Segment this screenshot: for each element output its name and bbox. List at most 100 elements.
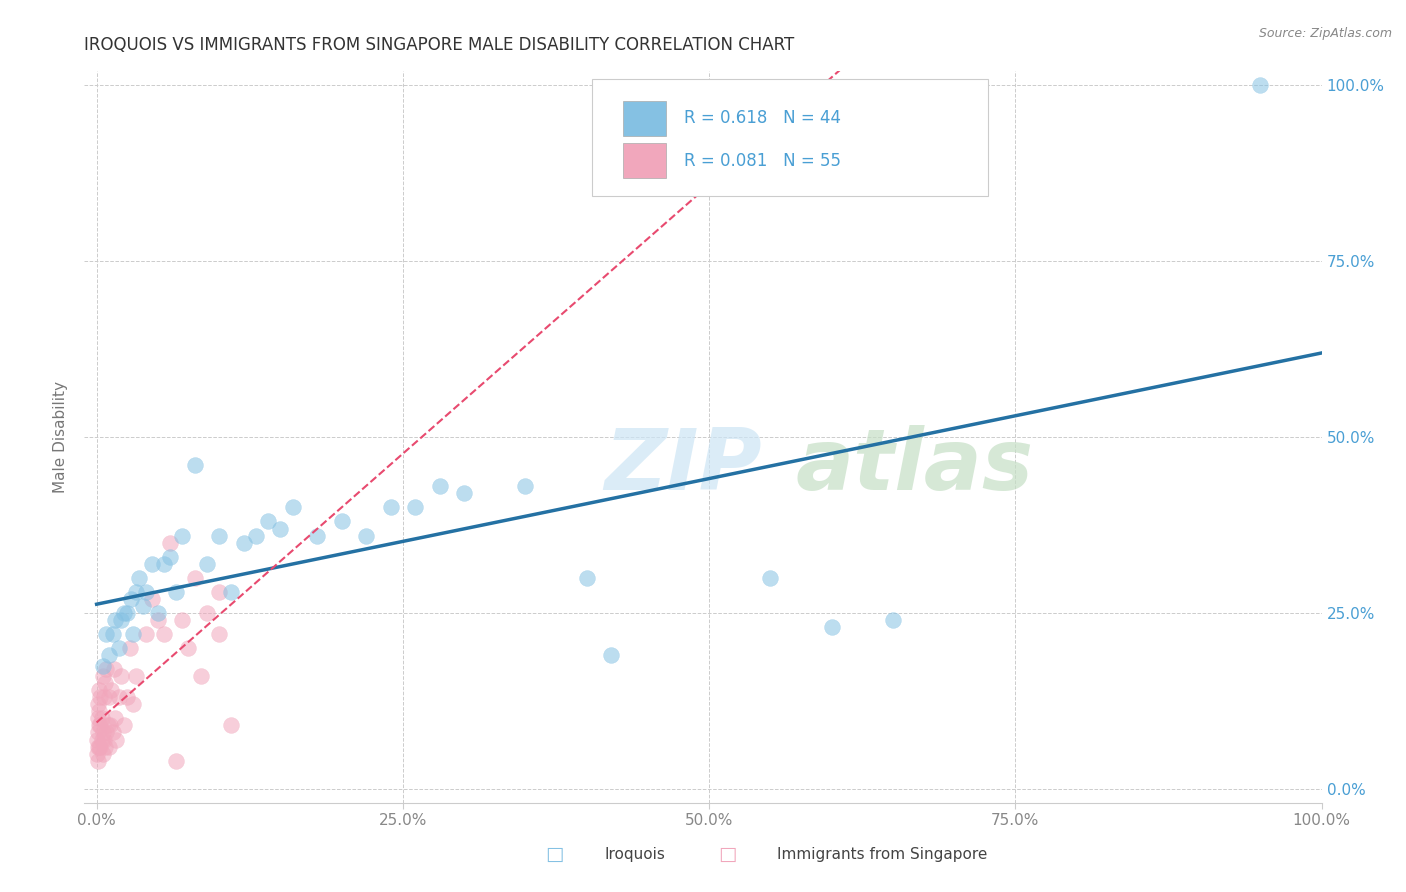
- Point: [97, 718, 120, 732]
- Point: [330, 515, 353, 529]
- Point: [135, 584, 157, 599]
- Point: [759, 571, 782, 585]
- Point: [125, 584, 148, 599]
- Point: [159, 535, 181, 549]
- Point: [86, 732, 108, 747]
- Point: [141, 591, 163, 606]
- Point: [110, 613, 132, 627]
- Point: [141, 557, 163, 571]
- Point: [91, 658, 114, 673]
- Point: [125, 669, 148, 683]
- Text: R = 0.618   N = 44: R = 0.618 N = 44: [685, 109, 841, 128]
- Point: [146, 613, 169, 627]
- Point: [97, 739, 120, 754]
- Point: [515, 479, 537, 493]
- Point: [89, 690, 111, 705]
- Point: [122, 627, 145, 641]
- Text: □: □: [546, 845, 564, 863]
- Point: [87, 711, 110, 725]
- Point: [146, 606, 169, 620]
- Point: [183, 458, 205, 473]
- Text: □: □: [718, 845, 737, 863]
- Point: [172, 528, 194, 542]
- Text: IROQUOIS VS IMMIGRANTS FROM SINGAPORE MALE DISABILITY CORRELATION CHART: IROQUOIS VS IMMIGRANTS FROM SINGAPORE MA…: [84, 36, 794, 54]
- Text: Immigrants from Singapore: Immigrants from Singapore: [778, 847, 987, 862]
- Point: [221, 584, 243, 599]
- Point: [190, 669, 212, 683]
- Point: [101, 627, 124, 641]
- Point: [208, 627, 231, 641]
- FancyBboxPatch shape: [592, 78, 987, 195]
- Point: [132, 599, 155, 613]
- Text: atlas: atlas: [796, 425, 1033, 508]
- Point: [91, 747, 114, 761]
- Point: [269, 522, 291, 536]
- Point: [165, 584, 187, 599]
- Point: [281, 500, 304, 515]
- Point: [115, 690, 138, 705]
- Point: [96, 725, 118, 739]
- Text: R = 0.081   N = 55: R = 0.081 N = 55: [685, 152, 841, 169]
- Point: [87, 683, 110, 698]
- FancyBboxPatch shape: [623, 143, 666, 178]
- Point: [429, 479, 451, 493]
- Point: [177, 641, 200, 656]
- Point: [89, 739, 111, 754]
- Point: [87, 705, 110, 719]
- Point: [122, 698, 145, 712]
- Point: [94, 676, 117, 690]
- Point: [86, 747, 108, 761]
- FancyBboxPatch shape: [623, 101, 666, 136]
- Point: [153, 627, 176, 641]
- Point: [820, 620, 842, 634]
- Point: [120, 591, 142, 606]
- Point: [1249, 78, 1271, 93]
- Point: [110, 669, 132, 683]
- Point: [89, 718, 111, 732]
- Point: [307, 528, 329, 542]
- Point: [172, 613, 194, 627]
- Point: [87, 739, 110, 754]
- Y-axis label: Male Disability: Male Disability: [53, 381, 69, 493]
- Point: [208, 584, 231, 599]
- Point: [135, 627, 157, 641]
- Point: [575, 571, 598, 585]
- Point: [208, 528, 231, 542]
- Point: [96, 662, 118, 676]
- Point: [97, 690, 120, 705]
- Point: [96, 627, 118, 641]
- Point: [104, 711, 127, 725]
- Point: [90, 732, 112, 747]
- Text: Source: ZipAtlas.com: Source: ZipAtlas.com: [1258, 27, 1392, 40]
- Point: [404, 500, 426, 515]
- Point: [101, 725, 124, 739]
- Point: [221, 718, 243, 732]
- Text: Iroquois: Iroquois: [605, 847, 665, 862]
- Point: [600, 648, 623, 662]
- Point: [100, 683, 122, 698]
- Point: [91, 725, 114, 739]
- Point: [380, 500, 402, 515]
- Point: [195, 557, 218, 571]
- Point: [98, 718, 121, 732]
- Point: [257, 515, 280, 529]
- Point: [97, 648, 120, 662]
- Point: [90, 711, 112, 725]
- Point: [232, 535, 254, 549]
- Text: ZIP: ZIP: [605, 425, 762, 508]
- Point: [103, 662, 125, 676]
- Point: [165, 754, 187, 768]
- Point: [87, 698, 110, 712]
- Point: [107, 641, 129, 656]
- Point: [159, 549, 181, 564]
- Point: [128, 571, 150, 585]
- Point: [195, 606, 218, 620]
- Point: [882, 613, 904, 627]
- Point: [87, 725, 110, 739]
- Point: [112, 718, 135, 732]
- Point: [153, 557, 176, 571]
- Point: [105, 732, 128, 747]
- Point: [107, 690, 129, 705]
- Point: [87, 739, 110, 754]
- Point: [87, 754, 110, 768]
